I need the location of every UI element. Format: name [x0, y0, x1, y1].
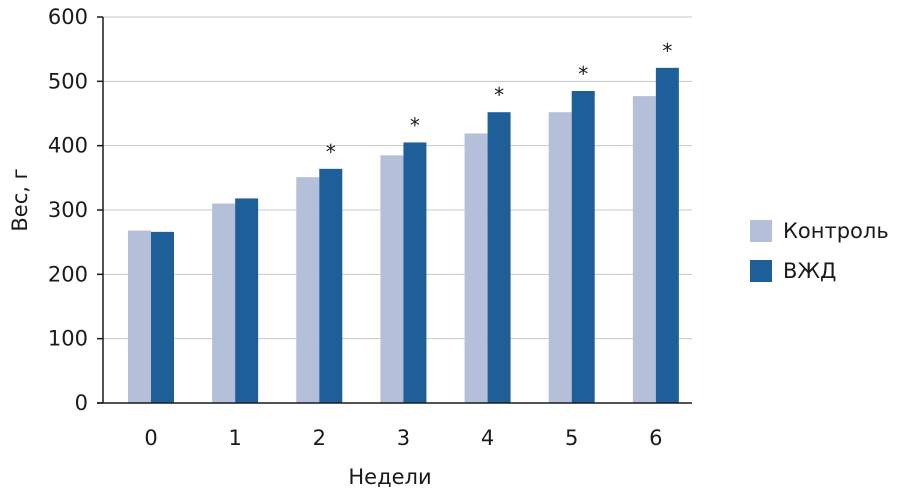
y-tick-label: 100 [48, 327, 88, 351]
bar-vzhd [487, 112, 511, 404]
y-tick-labels: 0 100 200 300 400 500 600 [48, 5, 88, 415]
y-tick-label: 400 [48, 134, 88, 158]
y-tick-label: 200 [48, 262, 88, 286]
significance-star: * [326, 140, 336, 164]
significance-markers: * * * * * [326, 39, 673, 164]
bar-control [128, 230, 151, 403]
x-tick-label: 3 [397, 426, 410, 450]
bar-control [296, 177, 320, 403]
bar-vzhd [403, 142, 427, 403]
bars [128, 67, 679, 404]
x-axis-label: Недели [348, 465, 431, 489]
x-tick-label: 4 [481, 426, 494, 450]
y-axis-label: Вес, г [8, 168, 32, 231]
bar-control [548, 112, 572, 404]
axes [97, 16, 692, 404]
bar-control [464, 133, 488, 403]
x-tick-labels: 0 1 2 3 4 5 6 [144, 426, 662, 450]
x-tick-label: 0 [144, 426, 157, 450]
significance-star: * [494, 83, 504, 107]
legend-label-vzhd: ВЖД [783, 259, 836, 283]
y-tick-label: 0 [75, 391, 88, 415]
x-tick-label: 6 [649, 426, 662, 450]
y-tick-label: 500 [48, 69, 88, 93]
bar-control [632, 96, 656, 403]
y-tick-label: 600 [48, 5, 88, 29]
legend-label-control: Контроль [783, 219, 889, 243]
bar-vzhd [571, 90, 595, 403]
x-tick-label: 5 [565, 426, 578, 450]
legend-swatch-control [750, 220, 772, 242]
bar-vzhd [235, 198, 259, 403]
bar-control [212, 203, 236, 403]
significance-star: * [578, 62, 588, 86]
legend: Контроль ВЖД [750, 219, 889, 283]
bar-vzhd [319, 168, 343, 403]
x-tick-label: 2 [313, 426, 326, 450]
legend-swatch-vzhd [750, 260, 772, 282]
bar-vzhd [151, 231, 174, 403]
bar-control [380, 155, 404, 403]
significance-star: * [410, 113, 420, 137]
significance-star: * [662, 39, 672, 63]
x-tick-label: 1 [228, 426, 241, 450]
y-tick-label: 300 [48, 198, 88, 222]
bar-vzhd [655, 67, 679, 403]
